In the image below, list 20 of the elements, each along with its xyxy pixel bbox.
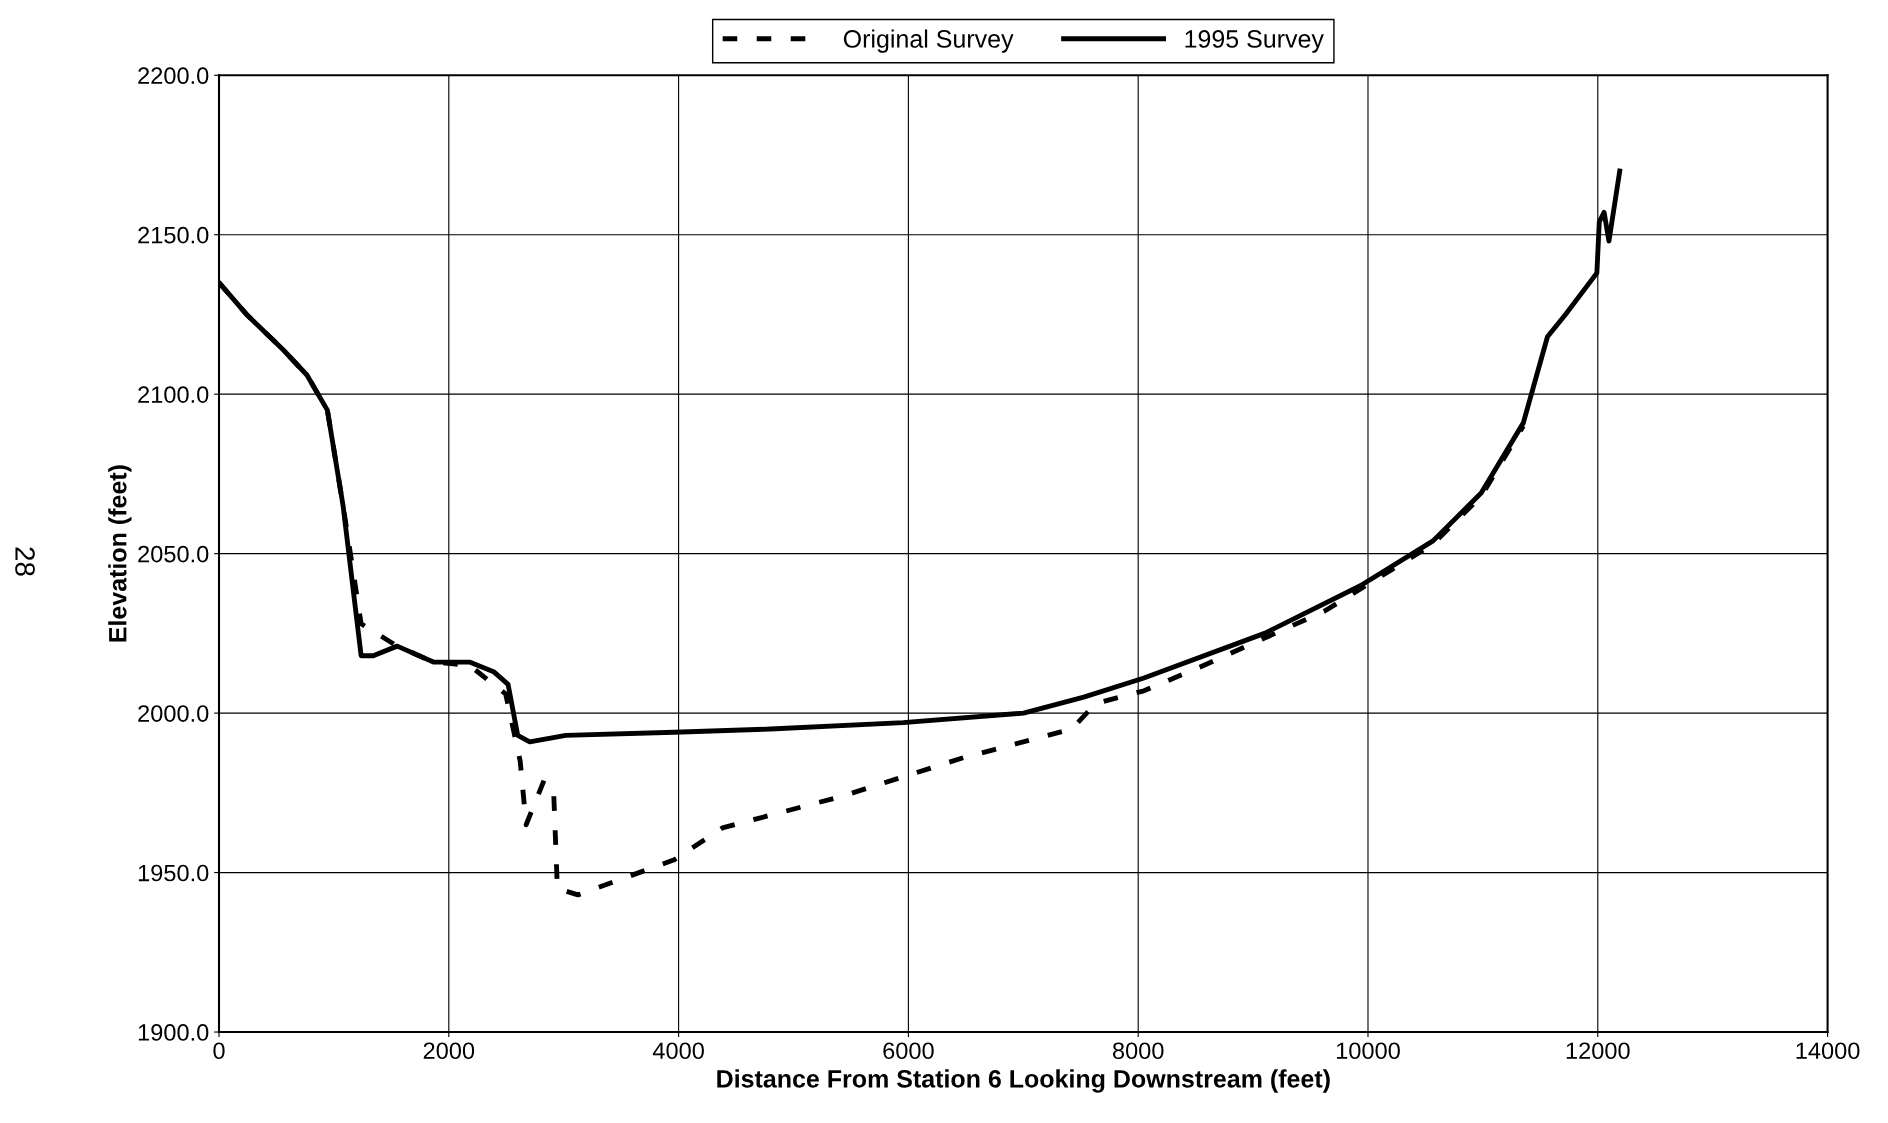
legend-label: 1995 Survey <box>1185 30 1324 53</box>
x-tick-label: 12000 <box>1566 1042 1630 1060</box>
y-tick-label: 2150.0 <box>138 226 209 244</box>
y-tick-label: 1900.0 <box>138 1024 209 1041</box>
x-axis-title: Distance From Station 6 Looking Downstream (feet) <box>717 1069 1330 1093</box>
y-tick-label: 2200.0 <box>138 67 209 85</box>
x-tick-label: 10000 <box>1336 1042 1400 1060</box>
x-tick-label: 4000 <box>652 1042 704 1060</box>
y-tick-label: 2050.0 <box>138 545 209 563</box>
text: 28 <box>15 547 35 576</box>
x-tick-label: 14000 <box>1796 1042 1860 1060</box>
y-tick-label: 2100.0 <box>138 386 209 403</box>
x-tick-label: 2000 <box>423 1042 475 1060</box>
legend-label: Original Survey <box>843 29 1014 53</box>
y-tick-label: 2000.0 <box>138 705 209 722</box>
y-axis-title: Elevation (feet) <box>108 465 132 642</box>
x-tick-label: 6000 <box>883 1042 934 1060</box>
x-tick-label: 8000 <box>1112 1042 1164 1060</box>
x-tick-label: 0 <box>213 1042 225 1060</box>
y-tick-label: 1950.0 <box>138 864 209 882</box>
